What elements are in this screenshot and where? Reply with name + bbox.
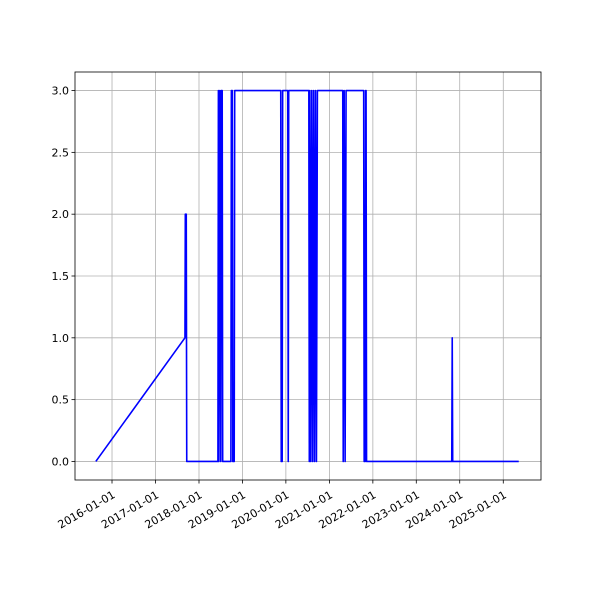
plot-frame bbox=[74, 71, 542, 481]
y-tick-label: 2.0 bbox=[52, 208, 70, 221]
y-tick-label: 0.5 bbox=[52, 394, 70, 407]
y-tick-label: 1.0 bbox=[52, 332, 70, 345]
y-tick-label: 0.0 bbox=[52, 455, 70, 468]
y-tick-label: 3.0 bbox=[52, 85, 70, 98]
y-tick-label: 2.5 bbox=[52, 146, 70, 159]
data-line bbox=[95, 89, 519, 463]
y-tick-label: 1.5 bbox=[52, 270, 70, 283]
